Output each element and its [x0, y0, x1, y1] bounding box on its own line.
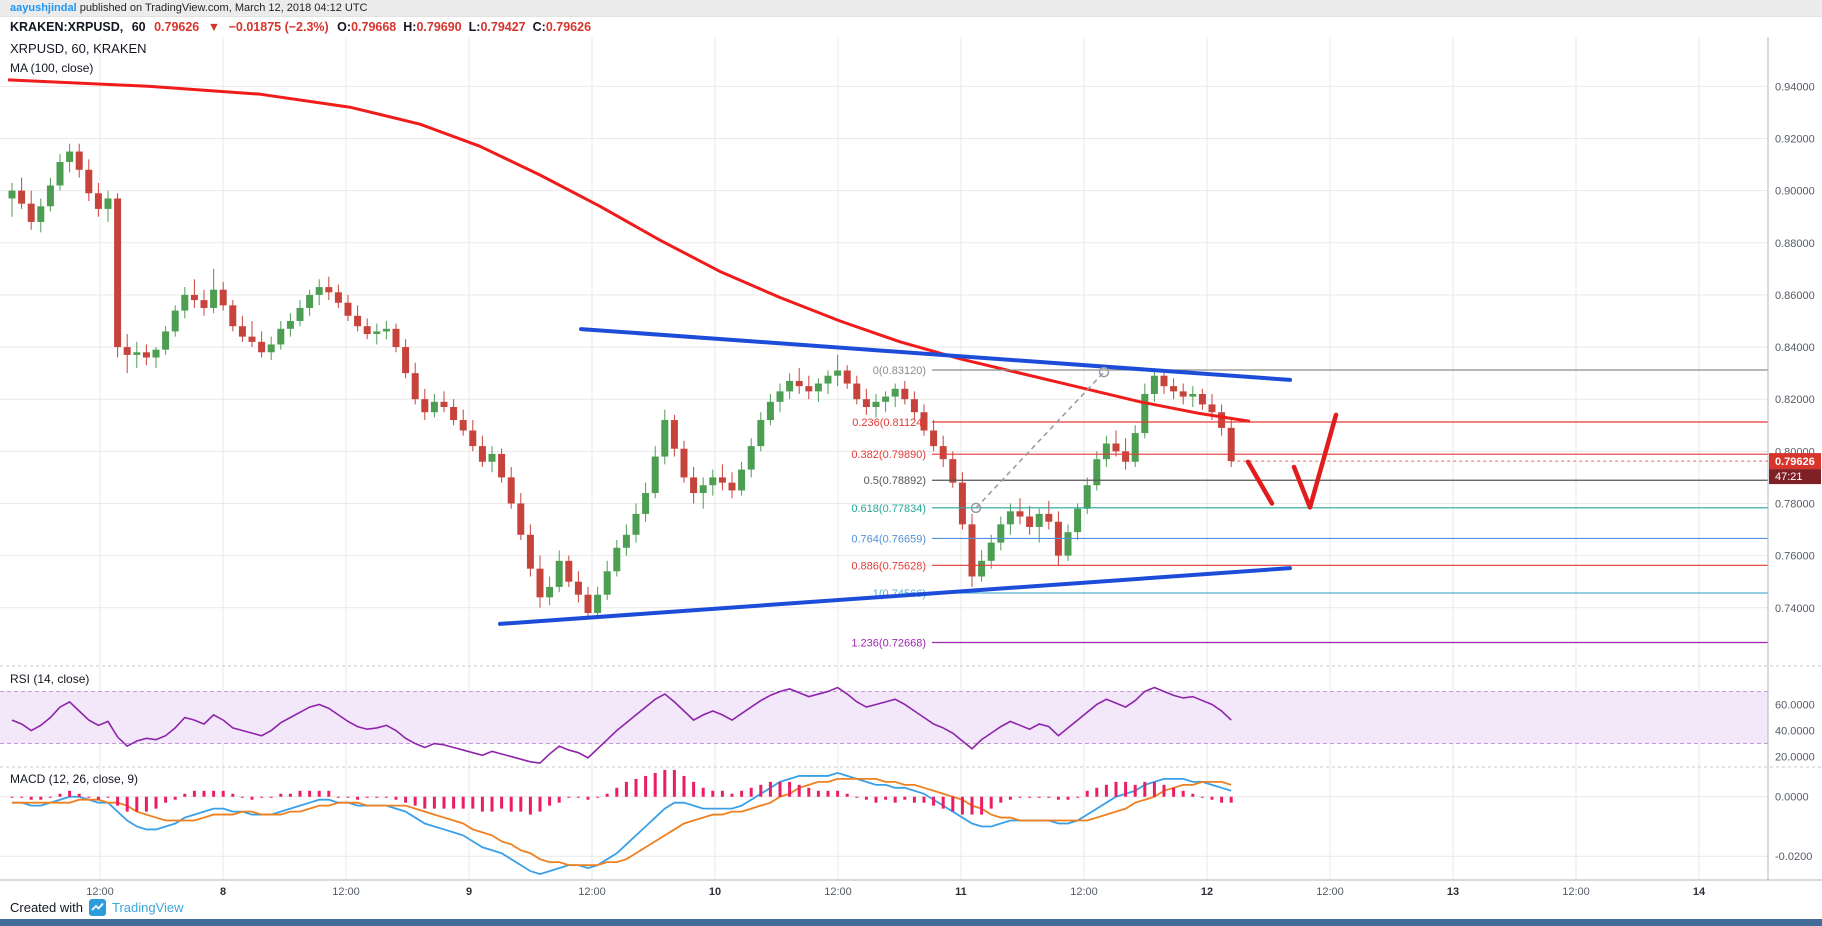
svg-text:0.76000: 0.76000 [1775, 551, 1815, 563]
tradingview-link[interactable]: TradingView [111, 899, 184, 915]
down-arrow-icon: ▼ [207, 20, 221, 34]
macd-histogram [10, 769, 1233, 815]
svg-text:0.79626: 0.79626 [1775, 456, 1815, 468]
svg-text:9: 9 [466, 886, 472, 898]
tradingview-logo-icon[interactable] [88, 898, 106, 916]
svg-text:0.78000: 0.78000 [1775, 498, 1815, 510]
symbol-interval: 60 [131, 20, 146, 34]
macd-signal-line [12, 777, 1232, 867]
rsi-pane [0, 686, 1768, 764]
ohlc-label: L: [468, 20, 481, 34]
svg-text:12:00: 12:00 [578, 886, 606, 898]
macd-line [12, 772, 1232, 875]
trendline-descending[interactable] [579, 327, 1292, 382]
price-gridlines [0, 85, 1768, 609]
ohlc-value: 0.79427 [480, 20, 526, 34]
svg-text:8: 8 [220, 886, 226, 898]
author-link[interactable]: aayushjindal [10, 2, 77, 14]
svg-text:14: 14 [1693, 886, 1706, 898]
svg-text:0.92000: 0.92000 [1775, 133, 1815, 145]
svg-text:0.382(0.79890): 0.382(0.79890) [851, 449, 926, 461]
svg-text:0.82000: 0.82000 [1775, 394, 1815, 406]
svg-text:0.236(0.81124): 0.236(0.81124) [852, 417, 926, 429]
svg-text:0.0000: 0.0000 [1775, 792, 1809, 804]
created-with-text: Created with [10, 899, 83, 915]
attribution-footer: Created with TradingView [10, 896, 184, 918]
projection-arrows[interactable] [1245, 412, 1339, 510]
ohlc-values: O:0.79668 H:0.79690 L:0.79427 C:0.79626 [337, 20, 598, 34]
svg-text:-0.0200: -0.0200 [1775, 851, 1812, 863]
svg-text:40.0000: 40.0000 [1775, 726, 1815, 738]
ohlc-label: O: [337, 20, 352, 34]
svg-text:12:00: 12:00 [332, 886, 360, 898]
macd-pane [0, 772, 1768, 875]
countdown-badge: 47:21 [1769, 469, 1821, 485]
svg-text:12: 12 [1201, 886, 1213, 898]
svg-text:0.886(0.75628): 0.886(0.75628) [851, 560, 926, 572]
symbol-name: KRAKEN:XRPUSD, [10, 20, 124, 34]
ohlc-value: 0.79626 [545, 20, 592, 34]
last-price-value: 0.79626 [154, 20, 200, 34]
price-badge: 0.79626 [1769, 453, 1821, 470]
time-axis[interactable]: 12:00 8 12:00 9 12:00 10 12:00 11 12:00 12 12:00 13… [86, 886, 1706, 898]
rsi-line [11, 686, 1232, 764]
svg-text:0.74000: 0.74000 [1775, 603, 1815, 615]
svg-text:0.5(0.78892): 0.5(0.78892) [864, 475, 926, 487]
svg-text:12:00: 12:00 [86, 886, 114, 898]
publish-info-text: published on TradingView.com, March 12, … [76, 2, 368, 14]
svg-text:12:00: 12:00 [824, 886, 852, 898]
svg-text:10: 10 [709, 886, 721, 898]
svg-text:12:00: 12:00 [1070, 886, 1098, 898]
svg-text:60.0000: 60.0000 [1775, 699, 1815, 711]
ohlc-value: 0.79668 [351, 20, 397, 34]
svg-text:0.764(0.76659): 0.764(0.76659) [851, 533, 926, 545]
fib-levels[interactable]: 0(0.83120) 0.236(0.81124) 0.382(0.79890) 0.… [851, 365, 1768, 649]
ohlc-label: C: [532, 20, 546, 34]
ohlc-value: 0.79690 [416, 20, 462, 34]
svg-text:0.84000: 0.84000 [1775, 342, 1815, 354]
svg-text:0.86000: 0.86000 [1775, 290, 1815, 302]
svg-text:1.236(0.72668): 1.236(0.72668) [851, 637, 926, 649]
svg-text:0.88000: 0.88000 [1775, 238, 1815, 250]
svg-text:20.0000: 20.0000 [1775, 752, 1815, 764]
svg-text:13: 13 [1447, 886, 1459, 898]
svg-text:11: 11 [955, 886, 967, 898]
svg-text:0.618(0.77834): 0.618(0.77834) [851, 503, 926, 515]
svg-text:0(0.83120): 0(0.83120) [873, 365, 926, 377]
ma-line [7, 78, 1251, 423]
symbol-info-bar: KRAKEN:XRPUSD, 60 0.79626 ▼ −0.01875 (−2… [0, 17, 1822, 37]
svg-text:47:21: 47:21 [1775, 471, 1803, 483]
svg-text:12:00: 12:00 [1316, 886, 1344, 898]
svg-text:0.94000: 0.94000 [1775, 81, 1815, 93]
trendline-ascending[interactable] [498, 566, 1292, 626]
svg-text:12:00: 12:00 [1562, 886, 1590, 898]
ohlc-label: H: [403, 20, 417, 34]
svg-text:0.90000: 0.90000 [1775, 186, 1815, 198]
measure-arrow[interactable] [970, 366, 1110, 514]
price-change: −0.01875 (−2.3%) [228, 20, 329, 34]
publish-bar: aayushjindal published on TradingView.co… [0, 0, 1822, 17]
bottom-strip [0, 919, 1822, 926]
